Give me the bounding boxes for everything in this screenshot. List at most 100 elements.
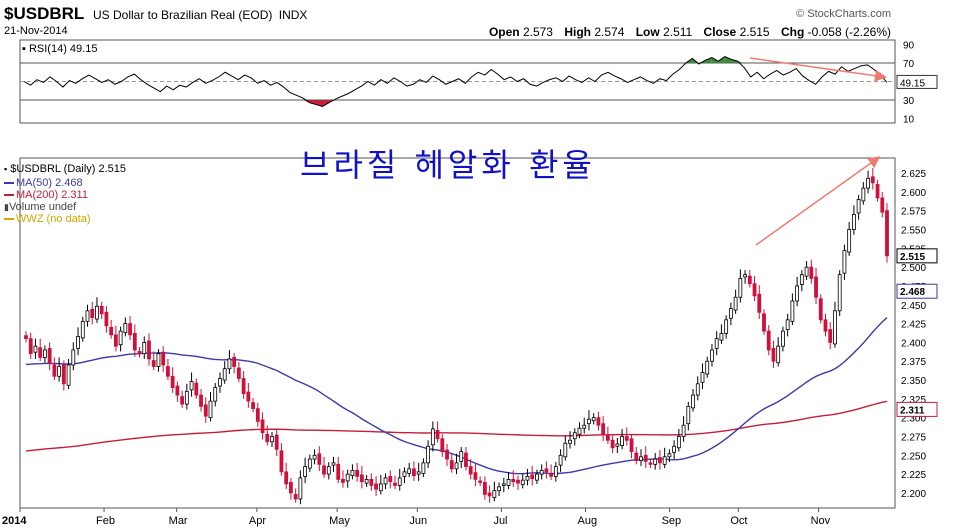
price-tick-label: 2.375 (901, 357, 926, 368)
chg-label: Chg (780, 25, 805, 39)
candle-body (757, 293, 762, 313)
x-tick-label: Aug (578, 515, 598, 527)
candle-body (161, 351, 166, 366)
candle (317, 446, 322, 472)
candle-body (799, 274, 804, 285)
price-tick-label: 2.400 (901, 338, 926, 349)
candle-body (270, 436, 274, 443)
candle-body (525, 475, 530, 481)
candle-body (90, 308, 95, 318)
candle (799, 270, 804, 292)
candle (449, 453, 454, 473)
candle-body (449, 460, 454, 470)
candle (568, 431, 572, 449)
candle (359, 465, 364, 489)
candle (700, 363, 705, 390)
candle-body (629, 438, 634, 452)
candle-body (246, 391, 251, 402)
candle-body (681, 424, 686, 437)
candle (95, 297, 99, 323)
candle-body (189, 381, 194, 391)
candle-body (260, 419, 265, 434)
candle (563, 435, 568, 461)
ma200-value-box (896, 401, 938, 417)
price-tick-label: 2.600 (901, 188, 926, 199)
low-label: Low (635, 25, 660, 39)
candle-body (71, 349, 76, 366)
ma200-line (25, 400, 888, 452)
candle-body (194, 382, 199, 396)
candle-body (459, 451, 464, 462)
candle (345, 469, 350, 488)
candle-body (180, 396, 185, 405)
candle-body (501, 483, 506, 486)
candle (861, 182, 866, 205)
close-value-box (896, 248, 938, 264)
candle (530, 465, 535, 486)
candle (331, 456, 336, 472)
candle-body (653, 458, 658, 465)
price-trend-arrow (755, 156, 881, 246)
candle (66, 358, 71, 390)
legend-ma50: MA(50) 2.468 (4, 177, 83, 189)
price-tick-label: 2.550 (901, 226, 926, 237)
candle (137, 346, 142, 358)
candle (672, 440, 677, 460)
legend-wwz: WWZ (no data) (4, 213, 91, 225)
candle-body (520, 479, 525, 486)
candle (118, 326, 123, 352)
legend-wwz-text: WWZ (no data) (16, 213, 91, 225)
candle (814, 267, 818, 305)
candle-body (303, 466, 308, 477)
candle (412, 461, 416, 481)
candle-body (662, 456, 667, 465)
candle (388, 470, 393, 489)
ohlc-summary: Open 2.573 High 2.574 Low 2.511 Close 2.… (481, 25, 891, 39)
price-tick-label: 2.225 (901, 470, 926, 481)
legend-price: ▪ $USDBRL (Daily) 2.515 (4, 163, 127, 175)
candle (336, 456, 341, 484)
candle (705, 356, 710, 378)
candle-body (43, 349, 47, 358)
candle (161, 346, 166, 372)
candle (676, 428, 681, 452)
candle (695, 376, 700, 401)
candle (468, 459, 473, 480)
candle (303, 457, 308, 484)
candle (851, 205, 856, 235)
candle (227, 349, 232, 375)
candle (38, 338, 43, 362)
candle (553, 462, 558, 482)
candle (213, 383, 218, 407)
candle (175, 381, 180, 402)
candle (397, 468, 402, 491)
candle-body (558, 454, 563, 466)
candle-body (52, 364, 57, 377)
candle-body (464, 452, 468, 468)
candle-body (440, 438, 445, 452)
rsi-line (23, 56, 888, 107)
candle (866, 170, 870, 194)
candle (454, 453, 459, 475)
candle (208, 392, 213, 422)
korean-annotation: 브라질 헤알화 환율 (300, 146, 596, 184)
candle-body (99, 305, 104, 315)
candle (809, 259, 814, 284)
high-label: High (564, 25, 591, 39)
brand-credit[interactable]: © StockCharts.com (796, 8, 891, 20)
candle-body (587, 418, 591, 425)
candle-body (804, 266, 809, 277)
candle (549, 464, 554, 481)
x-tick-label: Jul (493, 515, 507, 527)
candle (478, 476, 483, 487)
candle (511, 470, 516, 487)
candle (355, 462, 360, 482)
candle (85, 304, 90, 327)
candle (76, 327, 80, 356)
candle (265, 425, 270, 446)
candle (724, 315, 729, 339)
candle-body (383, 477, 388, 485)
price-tick-label: 2.425 (901, 320, 926, 331)
rsi-tick-label: 10 (903, 114, 915, 125)
candle-body (454, 462, 459, 470)
